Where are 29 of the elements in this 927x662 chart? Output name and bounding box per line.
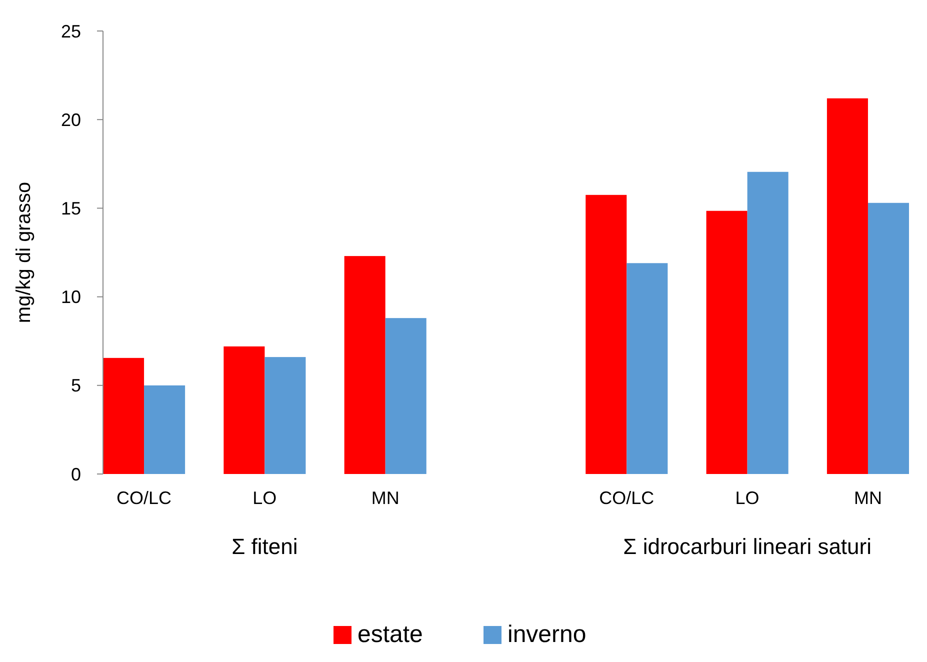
x-tick-label: MN [854,488,882,508]
y-tick-label: 5 [70,376,81,396]
bar [264,357,306,474]
y-tick-label: 0 [70,464,81,484]
x-tick-label: LO [252,488,277,508]
text: Σ idrocarburi lineari saturi [623,534,872,559]
legend-label: inverno [508,621,586,648]
x-tick-label: MN [371,488,400,508]
bar [144,385,186,474]
bar [385,318,426,474]
bar [747,172,788,474]
y-axis-title: mg/kg di grasso [13,182,35,324]
y-tick-label: 15 [60,198,81,218]
bar [626,263,668,474]
y-tick-label: 25 [60,21,81,42]
x-tick-label: LO [735,488,760,508]
x-tick-label: CO/LC [599,488,654,508]
bar [103,358,144,474]
y-tick-label: 20 [60,110,81,130]
bar [224,346,265,474]
text: Σ fiteni [232,534,298,559]
bar [826,98,868,474]
x-tick-label: CO/LC [116,488,172,508]
legend-label: estate [358,621,423,648]
bar [586,194,627,474]
bar [706,210,748,474]
bar [344,256,386,474]
y-tick-label: 10 [60,287,81,308]
bar [868,202,909,474]
